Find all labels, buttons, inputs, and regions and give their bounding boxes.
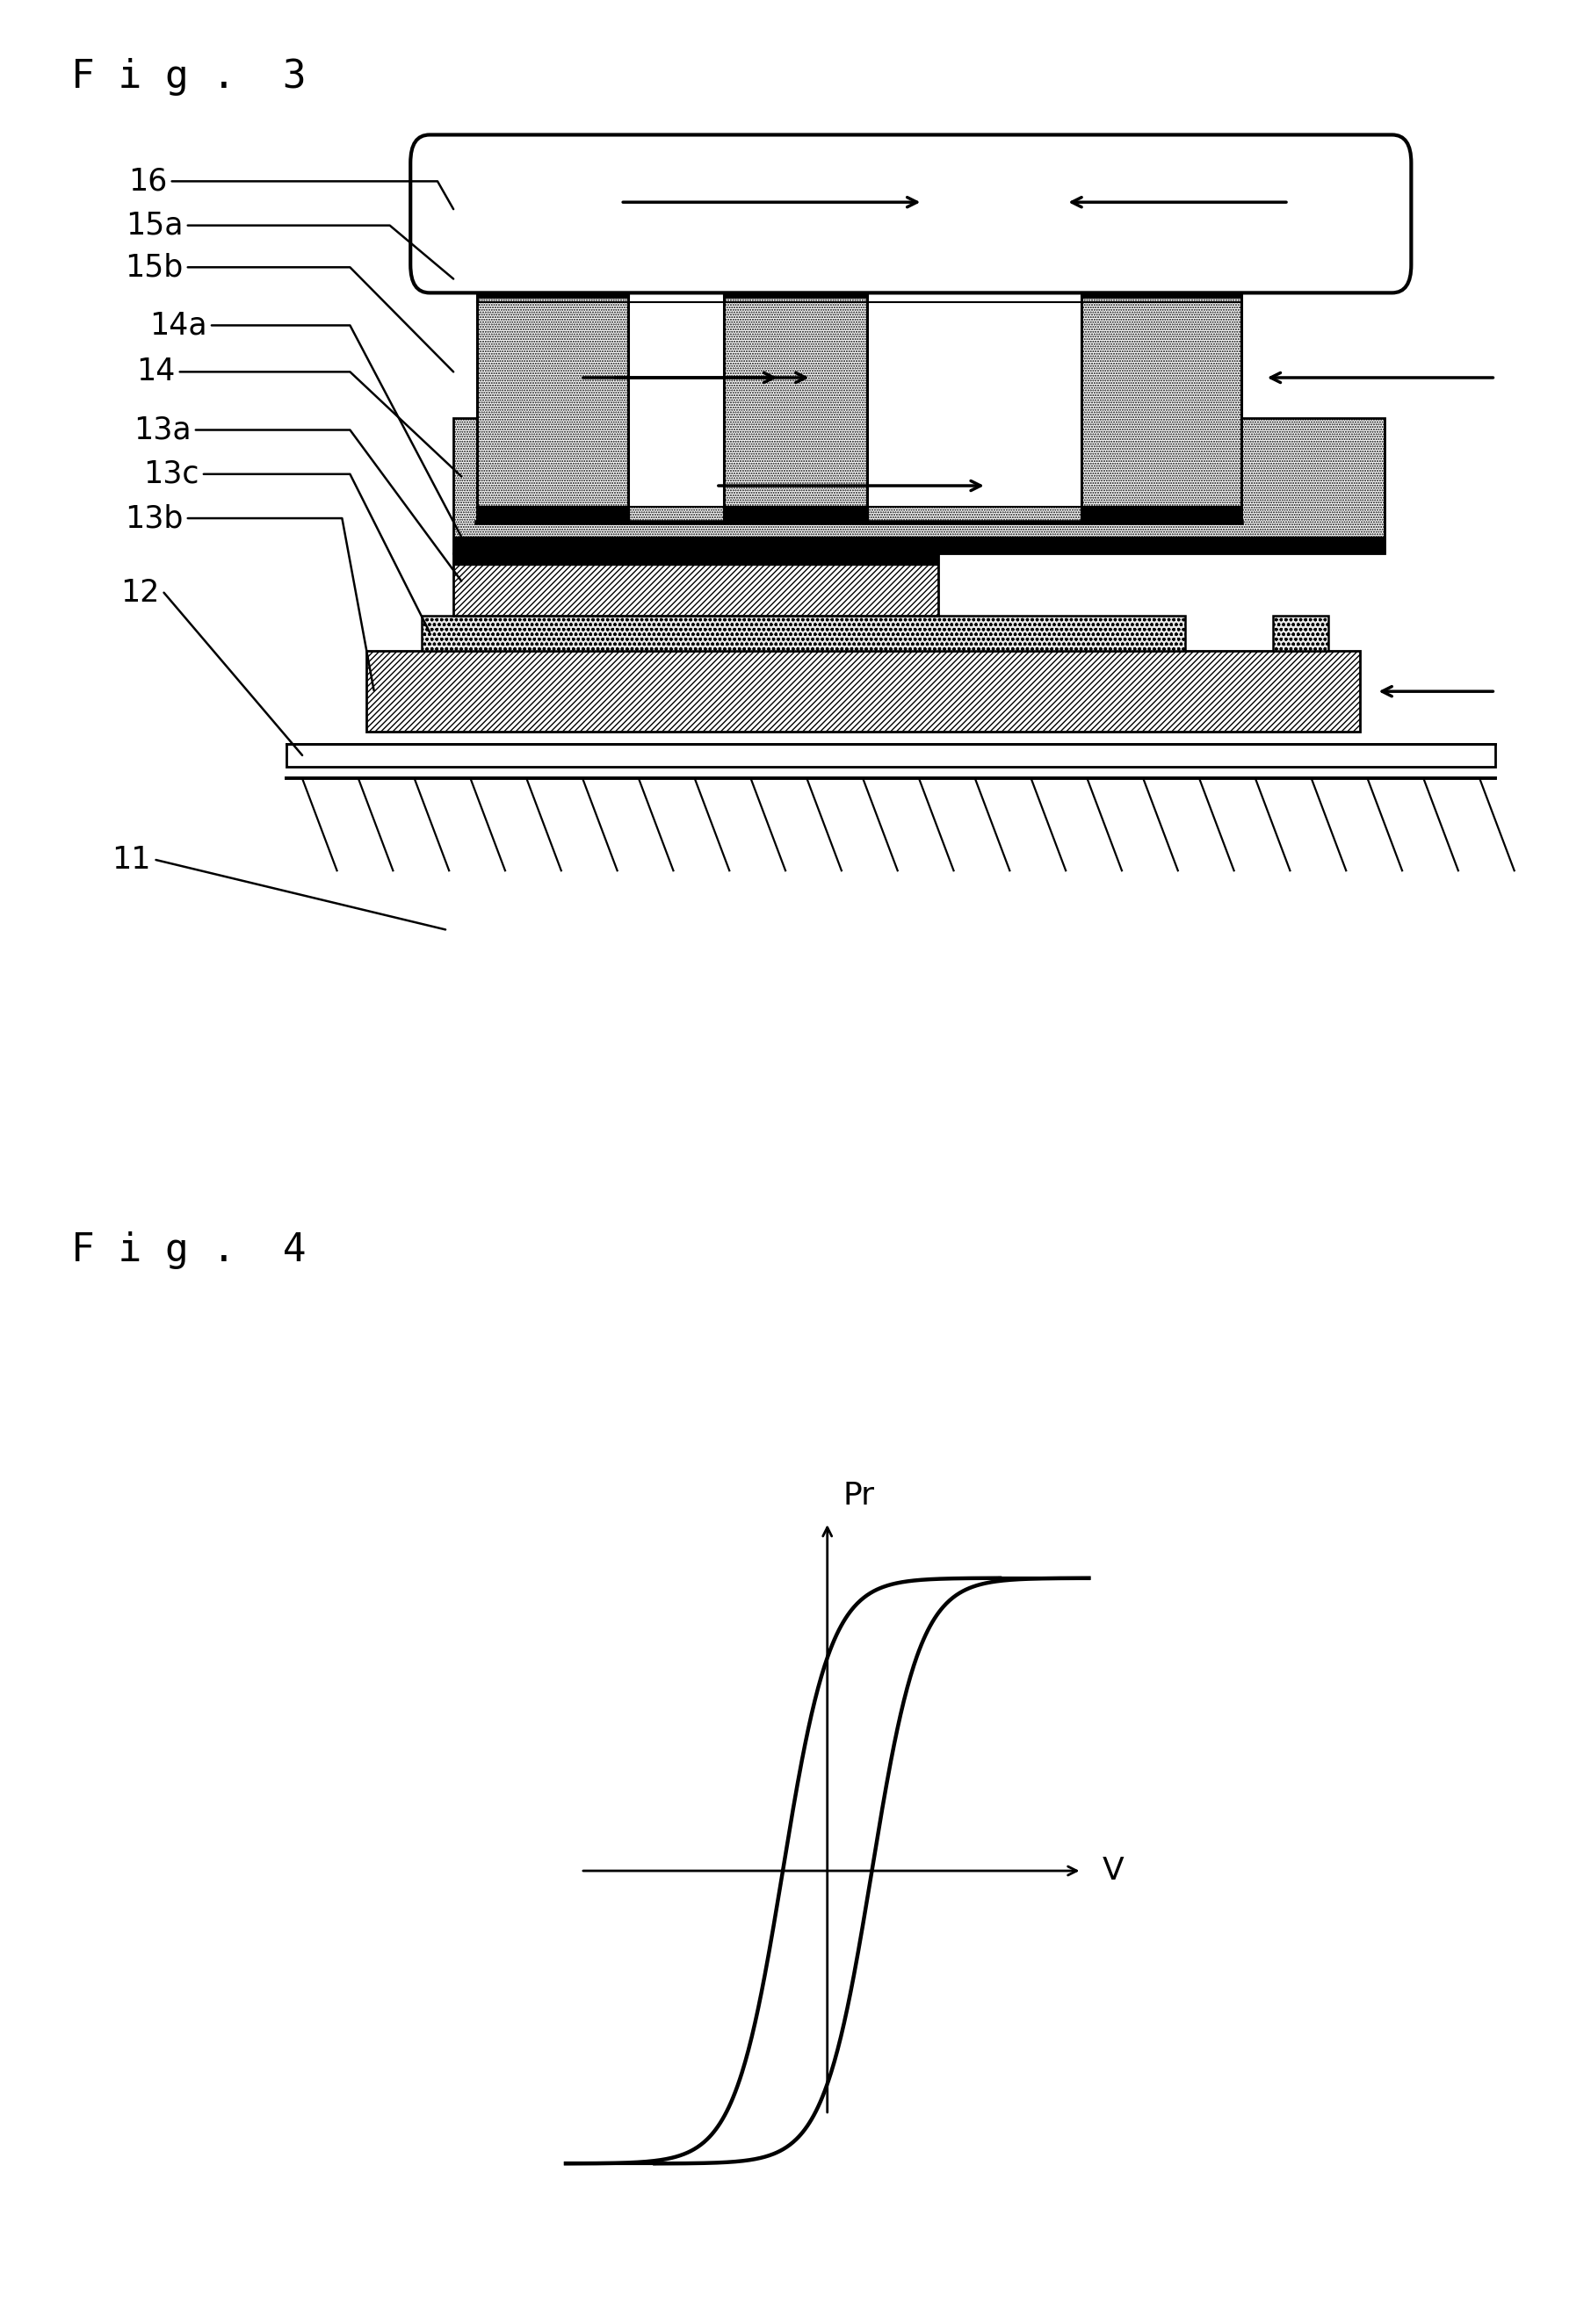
Text: 13a: 13a	[134, 416, 191, 444]
Text: F i g .  4: F i g . 4	[72, 1232, 307, 1269]
Bar	[628, 297, 724, 507]
Bar	[477, 507, 628, 523]
Bar	[477, 279, 628, 523]
Bar	[724, 274, 867, 297]
Bar	[1082, 279, 1241, 523]
Bar	[1273, 616, 1328, 651]
Bar	[422, 616, 1185, 651]
Bar	[286, 744, 1496, 767]
Text: 15b: 15b	[124, 253, 183, 281]
Bar	[453, 553, 939, 616]
Bar	[867, 297, 1082, 507]
Bar	[453, 537, 1384, 553]
Text: V: V	[1103, 1857, 1125, 1885]
Bar	[366, 651, 1360, 732]
Text: 12: 12	[119, 579, 159, 607]
Text: Pr: Pr	[843, 1480, 875, 1511]
Text: 11: 11	[111, 846, 151, 874]
Text: 14: 14	[135, 358, 175, 386]
Bar	[477, 274, 628, 297]
Bar	[1082, 507, 1241, 523]
Text: 15a: 15a	[126, 211, 183, 239]
Text: 16: 16	[127, 167, 167, 195]
Bar	[1082, 274, 1241, 297]
Bar	[724, 507, 867, 523]
Text: 13c: 13c	[143, 460, 199, 488]
Text: 13b: 13b	[124, 504, 183, 532]
Bar	[724, 279, 867, 523]
Bar	[453, 548, 939, 565]
Bar	[453, 418, 1384, 553]
Text: F i g .  3: F i g . 3	[72, 58, 307, 95]
Text: 14a: 14a	[150, 311, 207, 339]
FancyBboxPatch shape	[410, 135, 1411, 293]
